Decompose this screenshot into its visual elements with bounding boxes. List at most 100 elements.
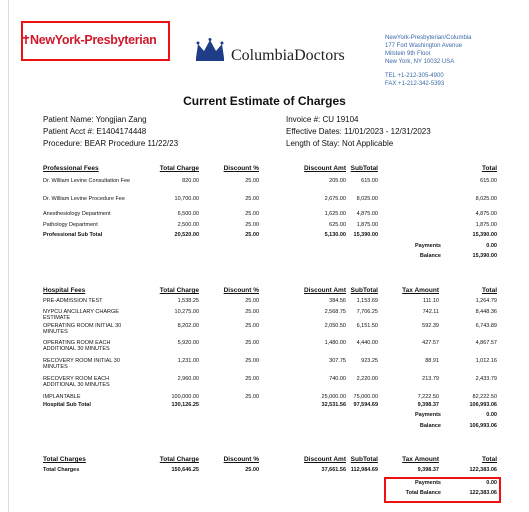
total-balance-label: Total Balance	[405, 490, 441, 496]
subtotal-discount-amt: 32,531.56	[321, 402, 346, 408]
row-discount-pct: 25.00	[245, 394, 259, 400]
row-discount-amt: 2,050.50	[324, 323, 346, 329]
column-header: SubTotal	[350, 287, 378, 294]
column-header: Hospital Fees	[43, 287, 86, 294]
row-total: 82,222.50	[472, 394, 497, 400]
total-balance-highlight	[384, 477, 501, 503]
balance-value: 15,390.00	[472, 253, 497, 259]
row-total-charge: 2,500.00	[177, 222, 199, 228]
page	[8, 0, 529, 512]
row-subtotal: 7,706.25	[356, 309, 378, 315]
row-subtotal: 6,151.50	[356, 323, 378, 329]
row-tax: 88.91	[425, 358, 439, 364]
row-subtotal: 4,440.00	[356, 340, 378, 346]
subtotal-label: Professional Sub Total	[43, 232, 103, 238]
row-description: PRE-ADMISSION TEST	[43, 298, 103, 304]
row-discount-pct: 25.00	[245, 358, 259, 364]
address-line: Milstein 9th Floor	[385, 51, 431, 57]
row-discount-amt: 205.00	[329, 178, 346, 184]
total-discount-amt: 37,661.56	[321, 467, 346, 473]
column-header: Total Charge	[159, 165, 199, 172]
effective-dates: Effective Dates: 11/01/2023 - 12/31/2023	[286, 127, 431, 136]
column-header: Total	[481, 165, 497, 172]
address-line: 177 Fort Washington Avenue	[385, 43, 463, 49]
row-subtotal: 1,153.69	[356, 298, 378, 304]
column-header: Discount Amt	[303, 165, 346, 172]
payments-label: Payments	[415, 243, 441, 249]
nyp-logo-highlight	[21, 21, 170, 61]
row-discount-pct: 25.00	[245, 376, 259, 382]
total-total: 122,383.06	[469, 467, 497, 473]
column-header: Total Charges	[43, 456, 86, 463]
row-total: 8,025.00	[475, 196, 497, 202]
fax-line: FAX +1-212-342-5393	[385, 81, 445, 87]
payments-value: 0.00	[486, 480, 497, 486]
row-tax: 7,222.50	[417, 394, 439, 400]
procedure: Procedure: BEAR Procedure 11/22/23	[43, 139, 179, 148]
row-description: OPERATING ROOM EACH ADDITIONAL 30 MINUTE…	[43, 340, 111, 352]
tel-line: TEL +1-212-305-4900	[385, 73, 444, 79]
column-header: Professional Fees	[43, 165, 99, 172]
subtotal-discount-pct: 25.00	[245, 232, 259, 238]
row-total-charge: 5,920.00	[177, 340, 199, 346]
row-subtotal: 8,025.00	[356, 196, 378, 202]
row-description: NYPCU ANCILLARY CHARGE ESTIMATE	[43, 309, 119, 321]
columbiadoctors-logo-text: ColumbiaDoctors	[231, 47, 345, 64]
row-discount-pct: 25.00	[245, 211, 259, 217]
total-balance-value: 122,383.06	[469, 490, 497, 496]
row-description: Dr. William Levine Consultation Fee	[43, 178, 131, 184]
row-total: 6,743.89	[475, 323, 497, 329]
column-header: Total Charge	[159, 456, 199, 463]
row-total: 8,448.36	[475, 309, 497, 315]
payments-value: 0.00	[486, 412, 497, 418]
column-header: SubTotal	[350, 165, 378, 172]
row-total-charge: 1,231.00	[177, 358, 199, 364]
balance-value: 106,993.06	[469, 423, 497, 429]
crown-icon	[196, 38, 224, 61]
document-title: Current Estimate of Charges	[183, 94, 346, 108]
total-tax: 9,398.37	[417, 467, 439, 473]
row-subtotal: 4,875.00	[356, 211, 378, 217]
row-description: RECOVERY ROOM EACH ADDITIONAL 30 MINUTES	[43, 376, 110, 388]
row-description: OPERATING ROOM INITIAL 30 MINUTES	[43, 323, 122, 335]
row-discount-pct: 25.00	[245, 309, 259, 315]
row-total: 1,012.16	[475, 358, 497, 364]
column-header: SubTotal	[350, 456, 378, 463]
total-charge: 150,646.25	[171, 467, 199, 473]
payments-label: Payments	[415, 480, 441, 486]
row-tax: 742.11	[422, 309, 439, 315]
row-discount-pct: 25.00	[245, 323, 259, 329]
row-discount-amt: 1,625.00	[324, 211, 346, 217]
column-header: Discount Amt	[303, 456, 346, 463]
row-total: 615.00	[480, 178, 497, 184]
subtotal-charge: 20,520.00	[174, 232, 199, 238]
row-subtotal: 1,875.00	[356, 222, 378, 228]
total-subtotal: 112,984.69	[350, 467, 378, 473]
subtotal-total: 106,993.06	[469, 402, 497, 408]
row-total-charge: 6,500.00	[177, 211, 199, 217]
subtotal-subtotal: 15,390.00	[353, 232, 378, 238]
length-of-stay: Length of Stay: Not Applicable	[286, 139, 394, 148]
row-discount-pct: 25.00	[245, 298, 259, 304]
balance-label: Balance	[419, 423, 441, 429]
row-total: 4,875.00	[475, 211, 497, 217]
row-tax: 427.57	[422, 340, 439, 346]
column-header: Discount %	[223, 165, 259, 172]
row-tax: 111.10	[422, 298, 439, 304]
row-description: Anesthesiology Department	[43, 211, 111, 217]
row-total: 4,867.57	[475, 340, 497, 346]
row-discount-amt: 1,480.00	[324, 340, 346, 346]
row-total-charge: 8,202.00	[177, 323, 199, 329]
subtotal-label: Hospital Sub Total	[43, 402, 91, 408]
row-discount-amt: 2,675.00	[324, 196, 346, 202]
column-header: Tax Amount	[402, 456, 439, 463]
patient-acct: Patient Acct #: E1404174448	[43, 127, 147, 136]
row-tax: 592.39	[422, 323, 439, 329]
subtotal-discount-amt: 5,130.00	[324, 232, 346, 238]
row-description: IMPLANTABLE	[43, 394, 81, 400]
row-discount-amt: 625.00	[329, 222, 346, 228]
row-subtotal: 75,000.00	[353, 394, 378, 400]
column-header: Discount Amt	[303, 287, 346, 294]
total-discount-pct: 25.00	[245, 467, 259, 473]
column-header: Total	[481, 287, 497, 294]
